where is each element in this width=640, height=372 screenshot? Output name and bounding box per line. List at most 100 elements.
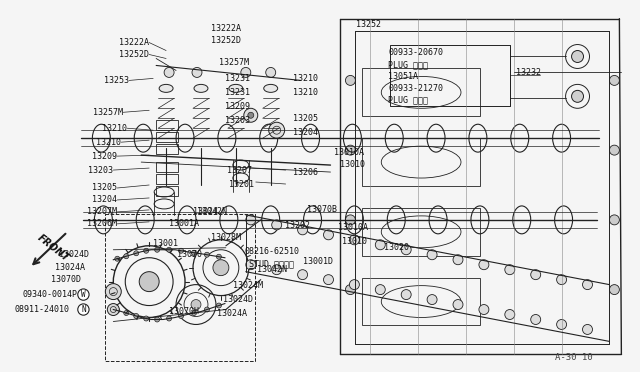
Circle shape [108, 304, 119, 315]
Circle shape [191, 250, 196, 255]
Circle shape [204, 307, 209, 312]
Circle shape [505, 265, 515, 275]
Circle shape [557, 275, 566, 285]
Text: 13024A: 13024A [56, 263, 85, 272]
Circle shape [155, 247, 159, 252]
Text: 13203: 13203 [225, 116, 250, 125]
Circle shape [582, 324, 593, 334]
Circle shape [346, 145, 355, 155]
Text: 09340-0014P: 09340-0014P [22, 290, 77, 299]
Text: 13028M: 13028M [211, 233, 241, 242]
Text: 13206M: 13206M [87, 219, 117, 228]
Text: 00933-20670: 00933-20670 [388, 48, 444, 57]
Circle shape [346, 76, 355, 86]
Circle shape [124, 311, 129, 315]
Text: 13042N: 13042N [197, 208, 227, 217]
Circle shape [134, 251, 139, 256]
Text: 13070H: 13070H [169, 307, 199, 316]
Circle shape [323, 230, 333, 240]
Text: 13201: 13201 [229, 180, 254, 189]
Ellipse shape [229, 84, 243, 92]
Text: 13252D: 13252D [211, 36, 241, 45]
Text: 13203: 13203 [88, 166, 113, 174]
Bar [362, 68, 480, 116]
Circle shape [582, 280, 593, 290]
Bar [156, 120, 178, 130]
Text: 13024D: 13024D [60, 250, 90, 259]
Circle shape [191, 299, 201, 310]
Text: PLUG プラグ: PLUG プラグ [388, 60, 428, 69]
Text: 00933-21270: 00933-21270 [388, 84, 444, 93]
Text: 13205: 13205 [92, 183, 117, 192]
Text: FRONT: FRONT [36, 232, 71, 263]
Circle shape [531, 270, 541, 280]
Circle shape [479, 305, 489, 314]
Text: 13070D: 13070D [51, 275, 81, 284]
Circle shape [572, 51, 584, 62]
Text: 13210: 13210 [96, 138, 121, 147]
Circle shape [164, 67, 174, 77]
Text: 13010A: 13010A [335, 148, 364, 157]
Text: 13205: 13205 [292, 114, 317, 123]
Ellipse shape [194, 84, 208, 92]
Circle shape [244, 108, 258, 122]
Circle shape [144, 248, 148, 253]
Text: 13070: 13070 [177, 250, 202, 259]
Circle shape [269, 122, 285, 138]
Text: 08216-62510: 08216-62510 [245, 247, 300, 256]
Circle shape [505, 310, 515, 320]
Text: 13257M: 13257M [219, 58, 249, 67]
Text: 13051A: 13051A [388, 72, 419, 81]
Bar [362, 278, 480, 326]
Bar [362, 208, 480, 256]
Text: 13252: 13252 [356, 20, 381, 29]
Ellipse shape [264, 84, 278, 92]
Text: 13070B: 13070B [307, 205, 337, 214]
Text: 13001: 13001 [153, 239, 178, 248]
Text: 13222A: 13222A [119, 38, 149, 47]
Circle shape [531, 314, 541, 324]
Text: 13001A: 13001A [169, 219, 199, 228]
Text: 13020: 13020 [384, 243, 409, 252]
Circle shape [179, 314, 184, 318]
Circle shape [346, 215, 355, 225]
Circle shape [213, 260, 229, 276]
Circle shape [609, 285, 620, 295]
Text: 13209: 13209 [225, 102, 250, 111]
Circle shape [609, 76, 620, 86]
Bar [362, 138, 480, 186]
Circle shape [140, 272, 159, 292]
Text: 13207: 13207 [227, 166, 252, 174]
Text: 13253: 13253 [104, 76, 129, 85]
Circle shape [106, 283, 121, 299]
Circle shape [266, 67, 276, 77]
Text: 13222A: 13222A [211, 24, 241, 33]
Circle shape [453, 299, 463, 310]
Text: A-30 10: A-30 10 [555, 353, 592, 362]
Text: 13024M: 13024M [233, 281, 263, 290]
Circle shape [166, 316, 172, 321]
Text: 13024D: 13024D [223, 295, 253, 304]
Circle shape [323, 275, 333, 285]
Circle shape [248, 112, 254, 118]
Text: 13204: 13204 [92, 195, 117, 205]
Bar [390, 45, 510, 106]
Circle shape [401, 245, 411, 255]
Text: 13231: 13231 [225, 88, 250, 97]
Circle shape [349, 280, 360, 290]
Text: 08911-24010: 08911-24010 [15, 305, 70, 314]
Circle shape [349, 235, 360, 245]
Circle shape [241, 67, 251, 77]
Circle shape [298, 225, 308, 235]
Circle shape [609, 145, 620, 155]
Circle shape [192, 67, 202, 77]
Text: STUD スタッド: STUD スタッド [249, 259, 294, 268]
Text: 13010A: 13010A [339, 223, 369, 232]
Text: 13231: 13231 [225, 74, 250, 83]
Text: 13207M: 13207M [87, 208, 117, 217]
Circle shape [375, 285, 385, 295]
Circle shape [401, 290, 411, 299]
Bar [156, 132, 178, 142]
Circle shape [246, 215, 256, 225]
Text: 13010: 13010 [340, 160, 365, 169]
